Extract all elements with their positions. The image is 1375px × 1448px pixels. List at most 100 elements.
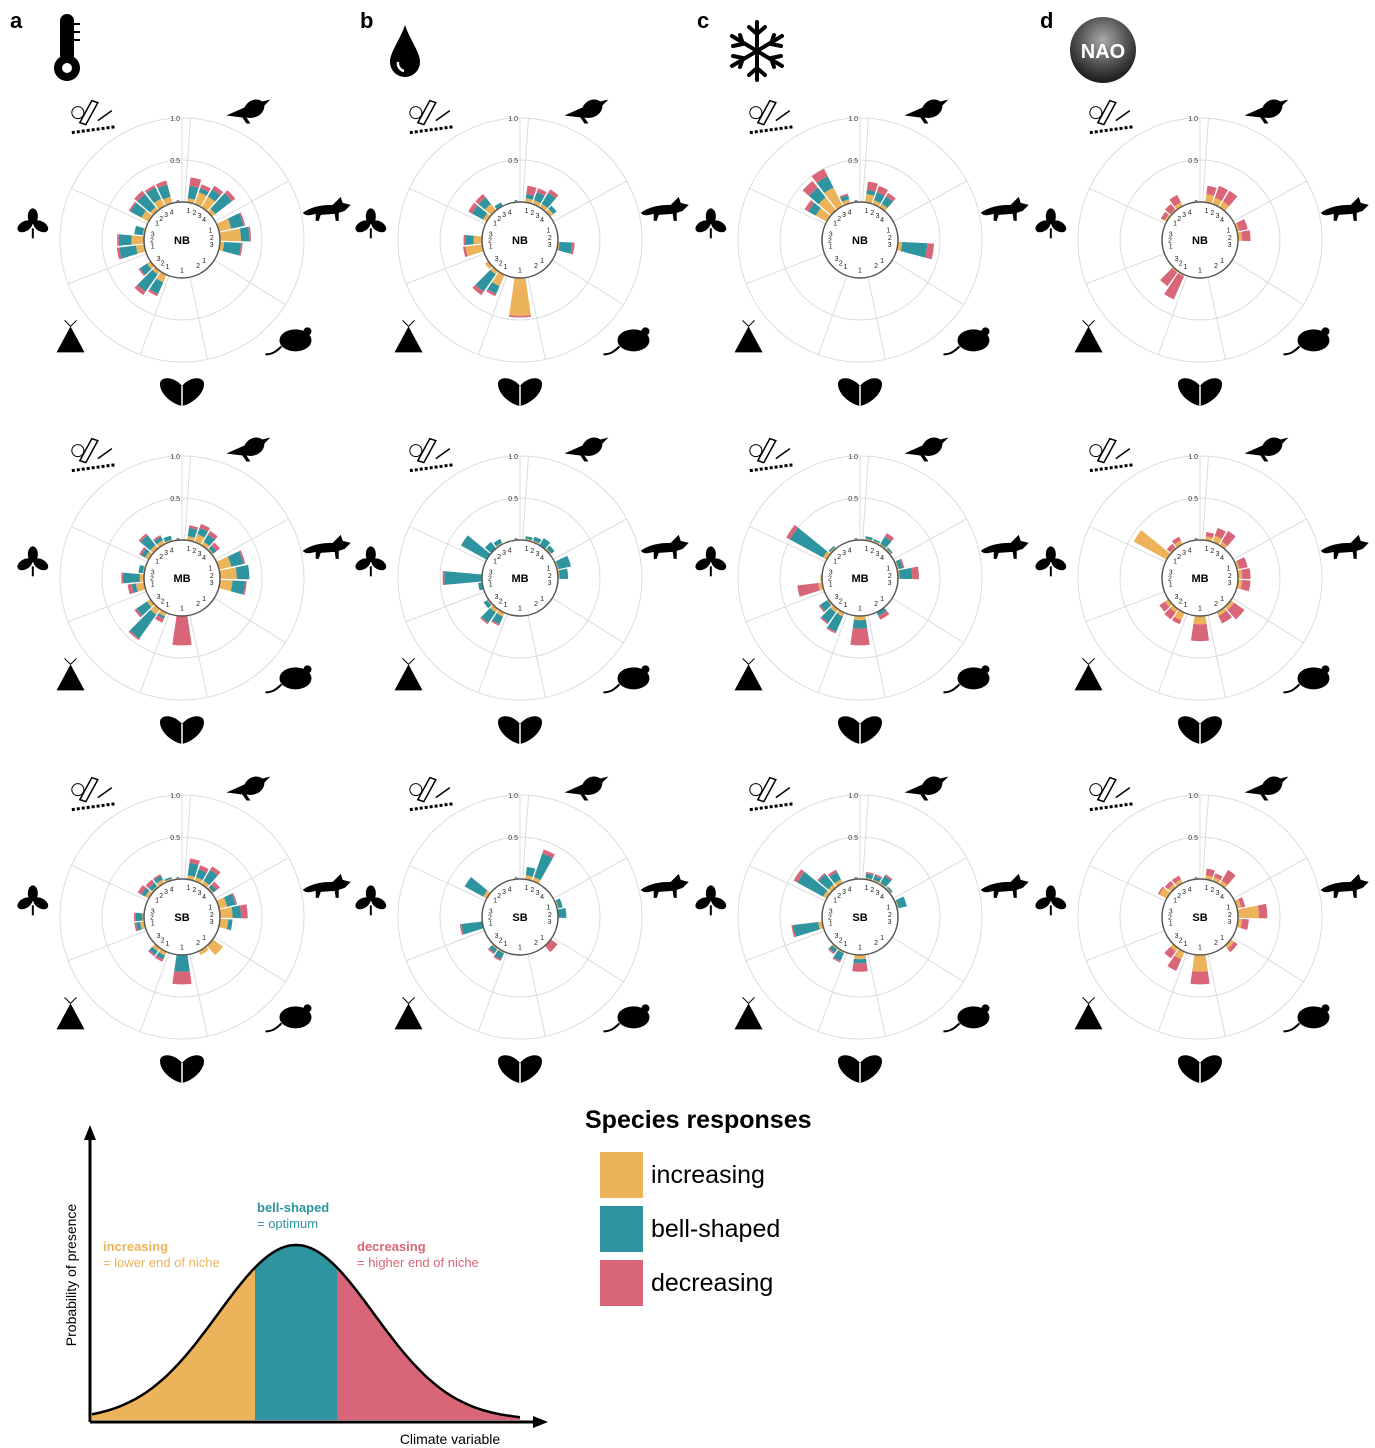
bird-icon — [904, 99, 949, 124]
bar-index-label: 1 — [518, 606, 522, 613]
bar-index-label: 4 — [1188, 547, 1192, 554]
bar-segment-bell-shaped — [555, 555, 571, 570]
bar-index-label: 1 — [865, 885, 869, 892]
bar-segment-bell-shaped — [141, 887, 150, 897]
bar-index-label: 2 — [1179, 598, 1183, 605]
bar-index-label: 2 — [210, 235, 214, 242]
bar-segment-increasing — [156, 540, 165, 548]
bar-index-label: 1 — [525, 885, 529, 892]
plant-icon — [17, 546, 49, 577]
bar-segment-increasing — [194, 877, 203, 884]
bar-index-label: 1 — [525, 208, 529, 215]
sector-divider — [71, 187, 148, 225]
sector-divider — [817, 613, 848, 693]
bar-segment-decreasing — [811, 168, 828, 183]
bar-segment-increasing — [1234, 899, 1242, 909]
bar-index-label: 1 — [844, 264, 848, 271]
legend-label-decreasing: decreasing — [651, 1268, 774, 1297]
bar-segment-bell-shaped — [163, 535, 172, 543]
bar-segment-increasing — [216, 897, 228, 909]
bar-index-label: 2 — [1228, 235, 1232, 242]
lichen-icon — [409, 776, 455, 812]
bar-index-label: 1 — [180, 945, 184, 952]
bar-segment-increasing — [483, 890, 491, 899]
bar-segment-bell-shaped — [494, 950, 504, 960]
bar-segment-increasing — [131, 235, 145, 245]
bar-segment-bell-shaped — [895, 559, 903, 570]
sector-divider — [189, 615, 208, 698]
bar-segment-bell-shaped — [198, 188, 209, 196]
bar-index-label: 1 — [1169, 582, 1173, 589]
bar-segment-increasing — [818, 197, 837, 216]
bar-segment-bell-shaped — [789, 527, 828, 558]
bar-segment-decreasing — [116, 247, 122, 260]
vole-icon — [943, 665, 990, 694]
bar-segment-decreasing — [544, 939, 558, 953]
bar-index-label: 1 — [518, 945, 522, 952]
bar-index-label: 2 — [837, 893, 841, 900]
bar-segment-increasing — [201, 541, 210, 550]
sector-divider — [862, 118, 870, 203]
bar-index-label: 3 — [1216, 551, 1220, 558]
bar-index-label: 1 — [489, 244, 493, 251]
bar-index-label: 2 — [1214, 940, 1218, 947]
vole-icon — [603, 327, 650, 356]
bar-segment-increasing — [1174, 202, 1183, 210]
sector-divider — [522, 795, 530, 880]
bar-segment-bell-shaped — [866, 189, 876, 196]
sector-divider — [477, 952, 508, 1032]
radial-chart-c-NB: 00.51.0123412312112312312341234123121123… — [695, 99, 1029, 406]
lichen-icon — [749, 99, 795, 135]
inner-circle — [481, 539, 559, 617]
plant-icon — [1035, 208, 1067, 239]
bar-index-label: 1 — [1169, 921, 1173, 928]
bar-segment-increasing — [484, 261, 493, 270]
bar-segment-increasing — [218, 579, 233, 592]
bar-index-label: 3 — [495, 256, 499, 263]
bar-segment-increasing — [1170, 604, 1179, 613]
bar-segment-decreasing — [442, 570, 445, 586]
vole-icon — [265, 665, 312, 694]
bar-segment-increasing — [532, 877, 541, 884]
bar-index-label: 3 — [842, 889, 846, 896]
bar-index-label: 2 — [499, 937, 503, 944]
moth-icon — [734, 320, 763, 353]
bar-index-label: 2 — [210, 573, 214, 580]
bar-segment-decreasing — [152, 535, 162, 542]
bar-segment-increasing — [158, 609, 167, 617]
bird-icon — [904, 437, 949, 462]
radial-chart-c-MB: 00.51.0123412312112312312341234123121123… — [695, 437, 1029, 744]
bar-index-label: 4 — [540, 894, 544, 901]
bar-segment-increasing — [834, 879, 843, 887]
bar-segment-decreasing — [1240, 580, 1251, 592]
radial-tick-label: 1.0 — [508, 793, 518, 800]
sector-divider — [214, 180, 289, 223]
fox-icon — [980, 873, 1029, 898]
bar-segment-bell-shaped — [230, 580, 246, 595]
bar-segment-bell-shaped — [471, 205, 488, 220]
moth-icon — [394, 320, 423, 353]
bar-segment-increasing — [815, 208, 831, 222]
bar-index-label: 4 — [848, 547, 852, 554]
bar-index-label: 2 — [159, 554, 163, 561]
bar-index-label: 4 — [880, 555, 884, 562]
bar-segment-increasing — [853, 954, 867, 960]
moth-icon — [56, 997, 85, 1030]
bar-index-label: 3 — [489, 569, 493, 576]
bar-index-label: 2 — [530, 210, 534, 217]
niche-decreasing-desc: = higher end of niche — [357, 1255, 479, 1270]
vole-icon — [603, 1004, 650, 1033]
bar-index-label: 1 — [187, 546, 191, 553]
inner-circle — [821, 878, 899, 956]
butterfly-icon — [498, 716, 542, 744]
vole-icon — [1283, 1004, 1330, 1033]
inner-circle — [1161, 201, 1239, 279]
bar-segment-decreasing — [239, 212, 246, 226]
bar-segment-decreasing — [487, 948, 495, 955]
bar-segment-increasing — [879, 203, 888, 212]
bar-segment-bell-shaped — [533, 192, 545, 204]
bar-index-label: 3 — [888, 580, 892, 587]
bar-index-label: 2 — [150, 238, 154, 245]
bar-segment-bell-shaped — [137, 194, 156, 213]
